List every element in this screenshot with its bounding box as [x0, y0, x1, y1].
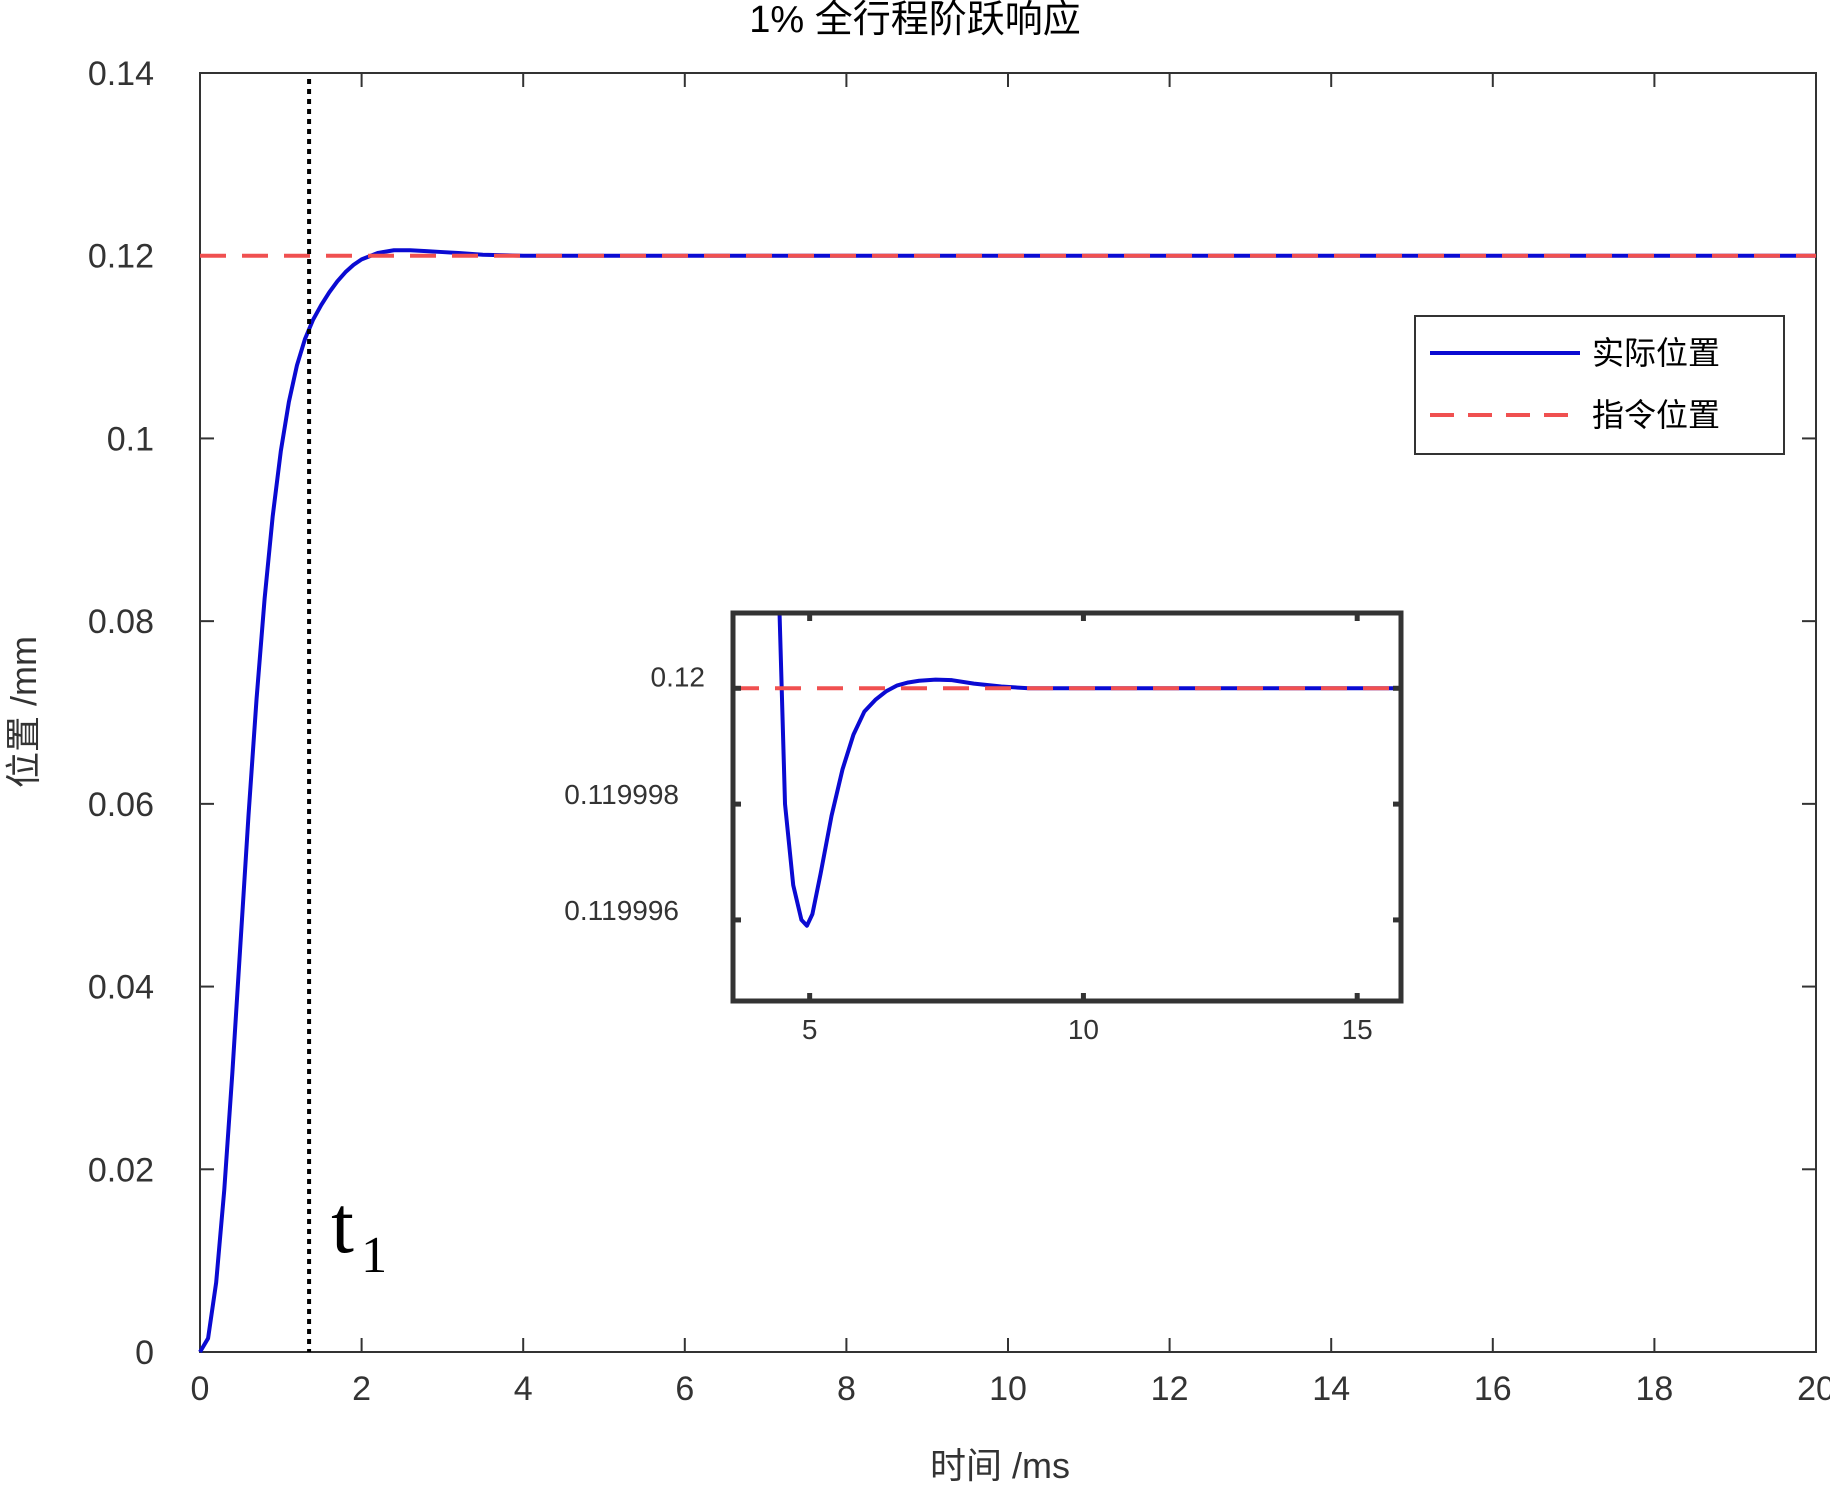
inset-x-tick-label: 10: [1068, 1014, 1099, 1045]
legend-label-actual: 实际位置: [1592, 335, 1720, 371]
annotation-t-subscript: 1: [361, 1227, 387, 1284]
x-tick-label: 16: [1474, 1370, 1512, 1408]
inset-y-tick-label: 0.119998: [564, 779, 679, 810]
annotation-t: t: [331, 1179, 354, 1270]
x-tick-label: 14: [1312, 1370, 1350, 1408]
inset-y-tick-label: 0.119996: [564, 895, 679, 926]
inset-y-ticks: 0.119996 0.119998 0.12: [564, 661, 1401, 926]
main-x-ticks: 0 2 4 6 8 10 12 14 16 18 20: [191, 73, 1830, 1408]
main-series: [198, 248, 1816, 1354]
inset-plot-frame: [730, 610, 1404, 1004]
inset-y-tick-label: 0.12: [651, 661, 706, 692]
x-tick-label: 0: [191, 1370, 210, 1408]
y-tick-label: 0.02: [88, 1151, 154, 1189]
chart-title: 1% 全行程阶跃响应: [749, 0, 1080, 41]
y-tick-label: 0.06: [88, 786, 154, 824]
x-tick-label: 12: [1151, 1370, 1189, 1408]
x-axis-label: 时间 /ms: [930, 1445, 1070, 1486]
y-tick-label: 0.08: [88, 603, 154, 641]
legend: 实际位置 指令位置: [1414, 315, 1785, 455]
y-tick-label: 0.14: [88, 55, 154, 93]
inset-x-tick-label: 15: [1342, 1014, 1373, 1045]
x-tick-label: 4: [514, 1370, 533, 1408]
inset-axes: 5 10 15 0.119996 0.119998 0.12: [564, 610, 1404, 1045]
x-tick-label: 8: [837, 1370, 856, 1408]
y-tick-label: 0.12: [88, 238, 154, 276]
x-tick-label: 2: [352, 1370, 371, 1408]
y-tick-label: 0.1: [107, 420, 154, 458]
main-axes: 0 2 4 6 8 10 12 14 16 18 20 0 0.02 0.04 0.06 0.08 0.1 0.…: [88, 55, 1830, 1408]
y-tick-label: 0: [135, 1334, 154, 1372]
y-axis-label: 位置 /mm: [3, 636, 44, 788]
inset-x-ticks: 5 10 15: [802, 613, 1373, 1045]
legend-label-command: 指令位置: [1592, 397, 1720, 433]
x-tick-label: 18: [1635, 1370, 1673, 1408]
inset-x-tick-label: 5: [802, 1014, 818, 1045]
legend-box: [1414, 315, 1785, 455]
x-tick-label: 20: [1797, 1370, 1830, 1408]
x-tick-label: 6: [675, 1370, 694, 1408]
inset-series: [733, 613, 1401, 928]
y-tick-label: 0.04: [88, 969, 154, 1007]
main-y-ticks: 0 0.02 0.04 0.06 0.08 0.1 0.12 0.14: [88, 55, 1816, 1372]
x-tick-label: 10: [989, 1370, 1027, 1408]
inset-background: [733, 613, 1401, 1001]
